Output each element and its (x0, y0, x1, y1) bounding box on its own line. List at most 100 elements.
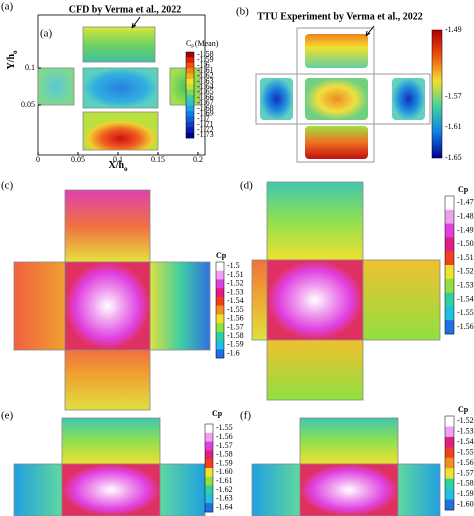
arrow (365, 25, 375, 37)
colorbar-tick-label: -1.48 (457, 212, 474, 221)
colorbar-segment (445, 478, 454, 490)
colorbar-segment (216, 296, 224, 306)
colorbar-tick-label: -1.55 (227, 305, 244, 314)
colorbar-segment (205, 441, 213, 451)
colorbar-tick-label: -1.53 (227, 287, 244, 296)
colorbar-tick-label: -1.49 (457, 225, 474, 234)
colorbar-tick-label: -1.5 (227, 261, 240, 270)
colorbar-segment (445, 223, 454, 238)
colorbar-frame (215, 261, 225, 359)
colorbar-segment (205, 476, 213, 486)
face (61, 417, 161, 465)
x-axis-label-text: X/h (108, 160, 124, 171)
colorbar-segment (205, 468, 213, 478)
colorbar-segment (445, 265, 454, 280)
colorbar-segment (205, 459, 213, 469)
colorbar-segment (186, 57, 194, 64)
colorbar-tick-label: -1.51 (227, 270, 244, 279)
colorbar-segment (205, 424, 213, 434)
x-axis-label: X/ho (108, 160, 128, 172)
colorbar-segment (186, 105, 194, 112)
colorbar-tick-label: -1.54 (457, 437, 474, 446)
colorbar-tick-label: -1.6 (227, 348, 240, 357)
colorbar-segment (186, 116, 194, 123)
colorbar-tick-label: -1.56 (216, 432, 233, 441)
colorbar-tick-label: -1.55 (457, 447, 474, 456)
colorbar-tick-label: -1.57 (216, 441, 233, 450)
colorbar-tick-label: -1.66 (197, 93, 214, 102)
y-axis-label-text: Y/h (6, 54, 17, 70)
face (251, 259, 268, 341)
colorbar-segment (445, 436, 454, 448)
colorbar-tick-label: -1.52 (227, 279, 244, 288)
colorbar-tick-label: -1.64 (197, 82, 214, 91)
face (251, 463, 301, 516)
panel-label: (d) (240, 180, 253, 192)
colorbar-segment (445, 416, 454, 427)
colorbar-title: Cp (458, 185, 469, 194)
colorbar-segment (216, 349, 224, 359)
face (397, 463, 441, 516)
colorbar-tick-label: -1.57 (445, 91, 462, 100)
colorbar-segment (445, 499, 454, 511)
colorbar-segment (186, 68, 194, 74)
face (169, 67, 201, 106)
colorbar-tick-label: -1.53 (457, 426, 474, 435)
face (266, 181, 364, 261)
colorbar-tick-label: -1.7 (197, 114, 210, 123)
colorbar-segment (205, 494, 213, 504)
colorbar-segment (216, 331, 224, 341)
colorbar-tick-label: -1.62 (197, 71, 214, 80)
inner-label: (a) (40, 28, 53, 40)
face (82, 67, 159, 109)
colorbar-segment (186, 62, 194, 69)
colorbar-tick-label: -1.65 (445, 153, 462, 162)
colorbar-tick-label: -1.61 (216, 476, 233, 485)
colorbar-tick-label: -1.47 (457, 198, 474, 207)
face (392, 78, 425, 120)
colorbar-segment (445, 457, 454, 469)
colorbar-segment (445, 468, 454, 479)
panel-title: TTU Experiment by Verma et al., 2022 (257, 11, 423, 22)
colorbar-tick-label: -1.69 (197, 109, 214, 118)
colorbar-title-sub: p (191, 44, 194, 49)
outline (296, 27, 375, 163)
colorbar-tick-label: -1.58 (216, 450, 233, 459)
colorbar-segment (186, 127, 194, 133)
colorbar-tick-label: -1.67 (197, 98, 214, 107)
face (305, 126, 368, 159)
colorbar-tick-label: -1.60 (216, 467, 233, 476)
colorbar-segment (186, 78, 194, 85)
colorbar-tick-label: -1.59 (197, 55, 214, 64)
colorbar-frame (444, 195, 455, 335)
colorbar-tick-label: -1.58 (457, 479, 474, 488)
face (149, 261, 211, 351)
colorbar-tick-label: -1.63 (197, 76, 214, 85)
colorbar-segment (216, 314, 224, 324)
colorbar (431, 29, 443, 159)
colorbar-segment (205, 503, 213, 513)
colorbar-title-rest: (Mean) (195, 39, 219, 48)
face (64, 189, 151, 263)
colorbar-tick-label: -1.63 (216, 494, 233, 503)
colorbar-segment (216, 305, 224, 315)
face (299, 463, 399, 516)
colorbar-tick-label: -1.57 (457, 468, 474, 477)
colorbar-tick-label: -1.58 (227, 331, 244, 340)
colorbar-tick-label: -1.59 (216, 458, 233, 467)
face (159, 463, 206, 516)
colorbar-tick-label: -1.50 (457, 239, 474, 248)
colorbar-tick-label: -1.62 (216, 485, 233, 494)
face (266, 259, 364, 341)
panel-title: CFD by Verma et al., 2022 (69, 4, 182, 15)
face (362, 259, 441, 341)
colorbar-tick-label: -1.52 (457, 416, 474, 425)
arrow (131, 16, 141, 29)
colorbar-segment (445, 209, 454, 224)
colorbar-segment (186, 95, 194, 101)
x-tick-label: 0.1 (113, 155, 123, 164)
colorbar-title: Cp(Mean) (186, 39, 219, 49)
y-axis-label-sub: o (11, 50, 19, 54)
colorbar-segment (445, 426, 454, 438)
